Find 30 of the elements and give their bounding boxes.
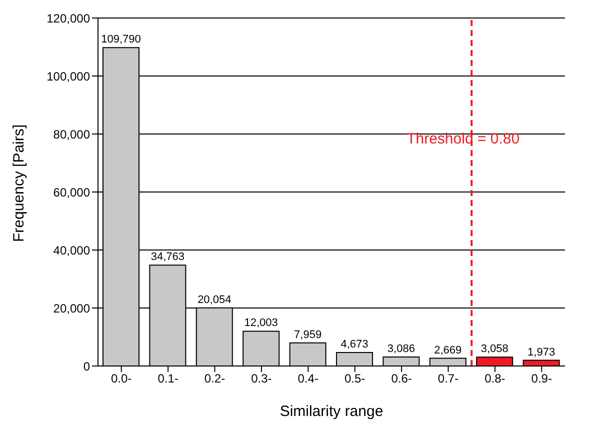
data-label: 3,058 (480, 343, 508, 356)
x-tick-label: 0.8- (484, 372, 506, 386)
y-tick-label: 40,000 (53, 243, 90, 258)
x-tick-label: 0.2- (204, 372, 226, 386)
data-label: 2,669 (434, 344, 462, 356)
x-tick-label: 0.3- (251, 372, 272, 386)
data-label: 1,973 (528, 346, 556, 358)
x-tick-label: 0.0- (111, 372, 132, 386)
y-tick-label: 120,000 (46, 11, 90, 26)
x-tick-label: 0.1- (158, 372, 178, 386)
data-label: 4,673 (340, 338, 368, 350)
data-label: 3,086 (387, 343, 415, 356)
x-tick-label: 0.4- (298, 372, 318, 386)
data-label: 34,763 (150, 251, 185, 264)
y-axis-title: Frequency [Pairs] (10, 124, 28, 242)
y-tick-label: 60,000 (53, 185, 90, 200)
x-tick-label: 0.5- (344, 372, 366, 386)
x-tick-label: 0.9- (531, 372, 552, 386)
data-label: 20,054 (198, 294, 232, 306)
data-label: 109,790 (101, 34, 141, 46)
x-tick-label: 0.6- (391, 372, 412, 386)
ref-line-label: Threshold = 0.80 (406, 130, 520, 148)
y-tick-label: 20,000 (53, 301, 90, 316)
x-tick-label: 0.7- (438, 372, 459, 386)
x-axis-title: Similarity range (280, 403, 384, 420)
y-tick-label: 100,000 (46, 69, 90, 84)
data-label: 7,959 (294, 328, 322, 341)
y-tick-label: 80,000 (53, 127, 90, 142)
data-label: 12,003 (244, 317, 278, 330)
y-tick-label: 0 (83, 359, 90, 374)
